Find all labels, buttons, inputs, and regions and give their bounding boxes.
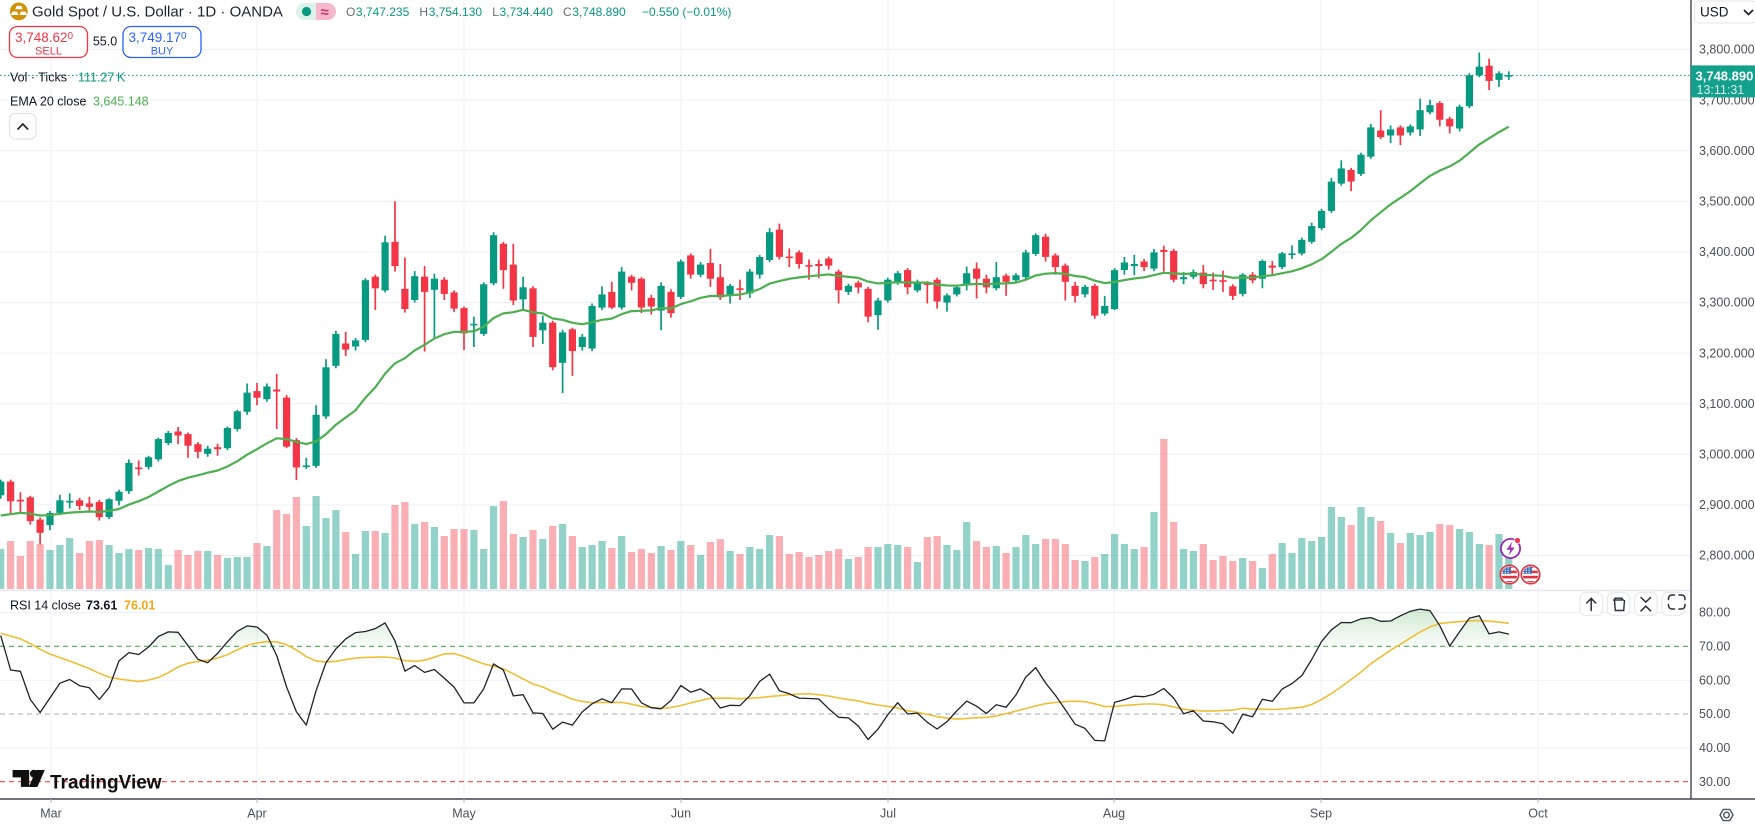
svg-text:3,748.620: 3,748.620: [15, 30, 74, 45]
svg-text:3,400.000: 3,400.000: [1699, 245, 1755, 259]
svg-text:50.00: 50.00: [1699, 707, 1730, 721]
svg-text:3,200.000: 3,200.000: [1699, 346, 1755, 360]
svg-text:≈: ≈: [321, 4, 329, 21]
svg-text:Jul: Jul: [880, 807, 896, 821]
svg-text:3,100.000: 3,100.000: [1699, 397, 1755, 411]
svg-text:May: May: [452, 807, 476, 821]
svg-text:BUY: BUY: [151, 46, 174, 58]
svg-text:Vol · Ticks: Vol · Ticks: [10, 71, 67, 85]
svg-text:2,800.000: 2,800.000: [1699, 549, 1755, 563]
svg-text:80.00: 80.00: [1699, 606, 1730, 620]
svg-text:60.00: 60.00: [1699, 673, 1730, 687]
svg-text:Apr: Apr: [247, 807, 266, 821]
svg-text:3,000.000: 3,000.000: [1699, 448, 1755, 462]
svg-text:3,749.170: 3,749.170: [128, 30, 187, 45]
svg-text:Jun: Jun: [671, 807, 691, 821]
svg-text:Mar: Mar: [40, 807, 62, 821]
svg-text:55.0: 55.0: [93, 35, 117, 49]
svg-text:3,748.890: 3,748.890: [1696, 68, 1754, 83]
svg-text:3,800.000: 3,800.000: [1699, 43, 1755, 57]
svg-text:EMA 20 close: EMA 20 close: [10, 95, 86, 109]
svg-text:40.00: 40.00: [1699, 741, 1730, 755]
svg-text:111.27 K: 111.27 K: [78, 71, 126, 85]
svg-text:70.00: 70.00: [1699, 640, 1730, 654]
svg-text:2,900.000: 2,900.000: [1699, 498, 1755, 512]
svg-text:Sep: Sep: [1310, 807, 1332, 821]
svg-text:73.61: 73.61: [86, 599, 117, 613]
svg-text:30.00: 30.00: [1699, 775, 1730, 789]
svg-text:TradingView: TradingView: [50, 773, 162, 794]
svg-text:3,645.148: 3,645.148: [93, 95, 149, 109]
svg-text:SELL: SELL: [35, 46, 62, 58]
svg-text:13:11:31: 13:11:31: [1697, 83, 1745, 97]
svg-text:Aug: Aug: [1103, 807, 1125, 821]
svg-text:Oct: Oct: [1528, 807, 1548, 821]
svg-text:3,600.000: 3,600.000: [1699, 144, 1755, 158]
svg-text:76.01: 76.01: [124, 599, 155, 613]
svg-text:3,300.000: 3,300.000: [1699, 296, 1755, 310]
svg-text:3,500.000: 3,500.000: [1699, 195, 1755, 209]
svg-text:USD: USD: [1700, 5, 1729, 20]
svg-text:Gold Spot / U.S. Dollar · 1D ·: Gold Spot / U.S. Dollar · 1D · OANDA: [32, 4, 283, 21]
svg-text:RSI 14 close: RSI 14 close: [10, 599, 81, 613]
